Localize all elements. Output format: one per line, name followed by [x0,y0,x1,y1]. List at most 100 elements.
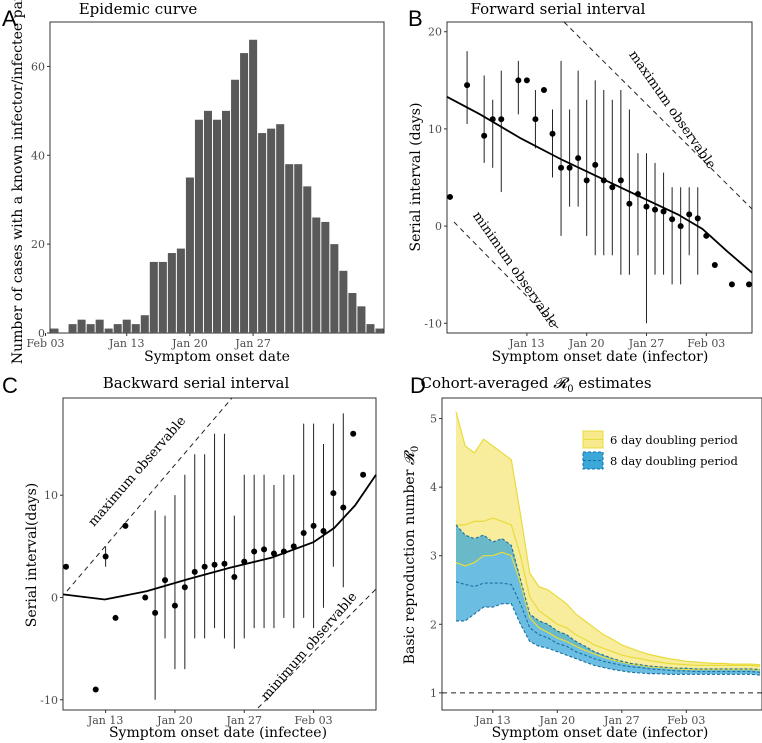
data-point [660,208,667,215]
panel-c-title: Backward serial interval [103,374,290,392]
x-tick-label: Jan 27 [628,337,665,350]
data-point [515,77,522,84]
panel-a-y-ticks: 0 20 40 60 [31,60,50,340]
data-point [617,177,624,184]
y-tick-label: 20 [31,238,45,251]
bar [294,164,303,333]
data-point [300,530,307,537]
panel-c-points [63,430,367,693]
bar [258,133,267,333]
data-point [746,281,752,288]
panel-b-trend-line [446,96,753,274]
data-point [231,574,238,581]
panel-d-xlabel: Symptom onset date (infector) [492,725,709,741]
data-point [447,193,453,200]
panel-b-max-annotation: maximum observable [625,48,718,172]
bar [158,261,167,333]
bar [375,328,384,333]
y-tick-label: 0 [435,220,442,233]
bar [122,319,131,333]
panel-c-ylabel: Serial interval(days) [24,483,40,627]
bar [176,248,185,333]
bar [312,217,321,333]
x-tick-label: Jan 13 [87,714,124,727]
data-point [92,686,99,693]
panel-c-reference-lines [66,397,377,709]
data-point [711,261,718,268]
bar [167,253,176,333]
panel-b-x-ticks: Jan 13 Jan 20 Jan 27 Feb 03 [508,333,725,350]
x-tick-label: Feb 03 [687,337,725,350]
bar [222,110,231,333]
data-point [583,177,590,184]
panel-d-x-ticks: Jan 13 Jan 20 Jan 27 Feb 03 [474,710,705,727]
reference-line [257,588,377,709]
panel-b-points [447,77,752,288]
bar [104,328,113,333]
y-tick-label: -10 [424,317,442,330]
bar [149,261,158,333]
bar [95,319,104,333]
mid-line-8-day [455,581,761,673]
legend-label-6day: 6 day doubling period [610,433,738,447]
bar [113,324,122,333]
data-point [251,548,258,555]
data-point [558,164,565,171]
panel-d-y-ticks: 1 2 3 4 5 [430,413,442,700]
panel-d-letter: D [410,373,426,398]
x-tick-label: Feb 03 [295,714,333,727]
y-tick-label: 3 [430,550,437,563]
bar [366,324,375,333]
panel-b-title: Forward serial interval [471,0,646,18]
reference-line [66,397,233,592]
bar [303,186,312,333]
x-tick-label: Feb 03 [667,714,705,727]
bar [267,128,276,333]
data-point [532,116,539,123]
data-point [686,211,693,218]
x-tick-label: Jan 13 [474,714,511,727]
data-point [102,553,109,560]
panel-a-xlabel: Symptom onset date [144,349,290,365]
panel-b-xlabel: Symptom onset date (infector) [492,349,709,365]
panel-c-x-ticks: Jan 13 Jan 20 Jan 27 Feb 03 [87,710,333,727]
data-point [152,609,159,616]
panel-b: B Forward serial interval -10 0 10 20 Jan 1… [408,0,753,365]
y-tick-label: 0 [38,327,45,340]
bar [285,164,294,333]
data-point [489,116,496,123]
upper-line-6-day [455,411,761,666]
x-tick-label: Feb 03 [26,337,64,350]
data-point [330,490,337,497]
area-6-day [456,411,760,671]
data-point [320,527,327,534]
upper-line-8-day [455,524,761,671]
bar [203,110,212,333]
reference-line [453,221,559,329]
panel-c-trend-line [62,474,377,601]
data-point [310,522,317,529]
panel-c-y-ticks: -10 0 10 [40,489,63,707]
panel-c-xlabel: Symptom onset date (infectee) [109,725,327,741]
bar [348,293,357,333]
y-tick-label: 1 [430,687,437,700]
panel-d-legend: 6 day doubling period 8 day doubling per… [582,430,738,470]
x-tick-label: Jan 20 [539,714,576,727]
y-tick-label: -10 [40,694,58,707]
data-point [280,548,287,555]
data-point [634,191,641,198]
data-point [201,563,208,570]
bar [185,177,194,333]
y-tick-label: 20 [428,26,442,39]
panel-a-x-ticks: Jan 13 Jan 20 Jan 27 Feb 03 [26,333,271,350]
data-point [464,82,471,89]
data-point [171,602,178,609]
data-point [592,161,599,168]
data-point [600,177,607,184]
panel-d-title: Cohort-averaged 𝓡0 estimates [420,374,651,395]
x-tick-label: Jan 13 [108,337,145,350]
bar [330,244,339,333]
x-tick-label: Jan 13 [508,337,545,350]
data-point [609,184,616,191]
